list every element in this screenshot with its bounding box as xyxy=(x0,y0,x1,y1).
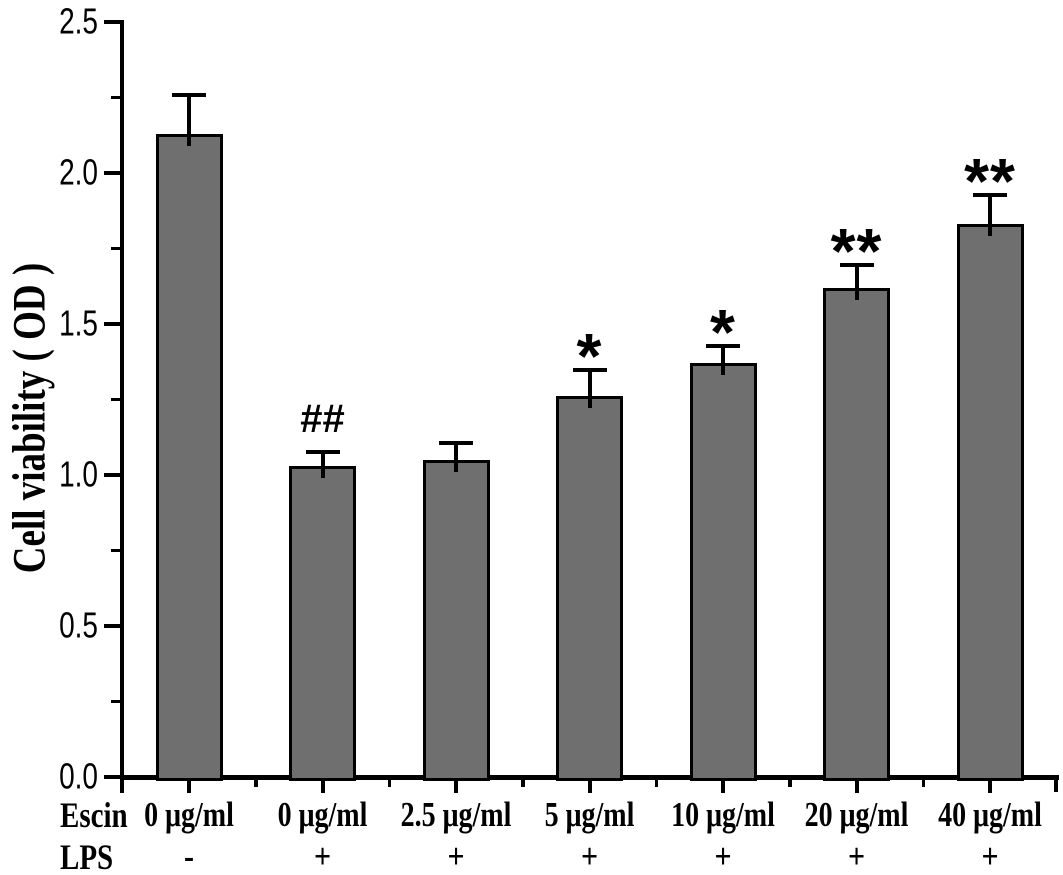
y-tick-label: 0.0 xyxy=(59,756,98,797)
x-major-tick xyxy=(721,779,725,793)
y-major-tick xyxy=(103,322,121,326)
y-major-tick xyxy=(103,624,121,628)
bar xyxy=(556,396,623,781)
error-bar-cap xyxy=(839,262,874,267)
lps-symbol: + xyxy=(313,836,332,875)
x-major-tick xyxy=(988,779,992,793)
error-bar-cap xyxy=(172,93,206,98)
x-major-tick xyxy=(587,779,592,793)
row-header-lps: LPS xyxy=(60,837,114,875)
significance-annotation: ** xyxy=(830,214,883,287)
x-major-tick xyxy=(320,779,325,793)
error-bar-stem xyxy=(587,369,592,409)
lps-symbol: + xyxy=(447,836,465,875)
significance-annotation: ** xyxy=(964,145,1016,218)
x-major-tick xyxy=(187,779,191,793)
error-bar-stem xyxy=(721,345,725,376)
y-minor-tick xyxy=(111,95,120,100)
bar xyxy=(422,459,490,781)
x-category-label: 10 μg/ml xyxy=(671,795,775,835)
y-tick-label: 2.5 xyxy=(59,1,98,42)
x-minor-tick xyxy=(521,779,525,787)
error-bar-stem xyxy=(454,441,458,472)
x-category-label: 0 μg/ml xyxy=(144,795,234,835)
bar xyxy=(956,224,1024,781)
row-header-escin: Escin xyxy=(60,795,128,836)
x-category-label: 2.5 μg/ml xyxy=(400,795,512,835)
significance-annotation: * xyxy=(710,296,736,369)
x-major-tick xyxy=(454,779,458,793)
x-category-label: 40 μg/ml xyxy=(938,795,1042,835)
lps-symbol: - xyxy=(184,836,194,875)
y-minor-tick xyxy=(111,397,120,402)
x-category-label: 20 μg/ml xyxy=(804,795,909,835)
bar xyxy=(689,363,757,781)
error-bar-stem xyxy=(988,194,992,237)
lps-symbol: + xyxy=(580,836,599,875)
y-tick-label: 2.0 xyxy=(59,152,98,193)
y-tick-label: 1.5 xyxy=(59,303,98,344)
y-axis-line xyxy=(119,20,124,793)
y-major-tick xyxy=(103,775,121,779)
lps-symbol: + xyxy=(847,836,866,875)
error-bar-cap xyxy=(439,440,473,445)
y-major-tick xyxy=(103,20,121,24)
x-minor-tick xyxy=(921,779,925,787)
significance-annotation: ## xyxy=(300,396,345,441)
x-minor-tick xyxy=(254,779,258,787)
y-minor-tick xyxy=(111,246,120,251)
error-bar-cap xyxy=(572,368,607,373)
x-minor-tick xyxy=(788,779,792,787)
x-minor-tick xyxy=(654,779,658,787)
error-bar-stem xyxy=(320,450,325,478)
y-minor-tick xyxy=(111,699,120,704)
error-bar-stem xyxy=(854,263,859,300)
error-bar-cap xyxy=(706,344,740,349)
x-axis-end-tick xyxy=(1053,779,1058,792)
lps-symbol: + xyxy=(981,836,999,875)
y-tick-label: 0.5 xyxy=(59,605,98,646)
bar xyxy=(289,465,356,781)
error-bar-stem xyxy=(187,94,191,146)
lps-symbol: + xyxy=(714,836,732,875)
x-category-label: 0 μg/ml xyxy=(277,795,368,835)
bar xyxy=(823,287,890,781)
y-major-tick xyxy=(103,171,121,175)
error-bar-cap xyxy=(973,193,1007,198)
x-minor-tick xyxy=(387,779,391,787)
x-category-label: 5 μg/ml xyxy=(544,795,635,835)
y-major-tick xyxy=(103,473,121,477)
y-minor-tick xyxy=(111,548,120,553)
significance-annotation: * xyxy=(576,320,603,393)
y-tick-label: 1.0 xyxy=(59,454,98,495)
x-major-tick xyxy=(854,779,859,793)
error-bar-cap xyxy=(305,449,340,454)
bar xyxy=(155,133,223,781)
